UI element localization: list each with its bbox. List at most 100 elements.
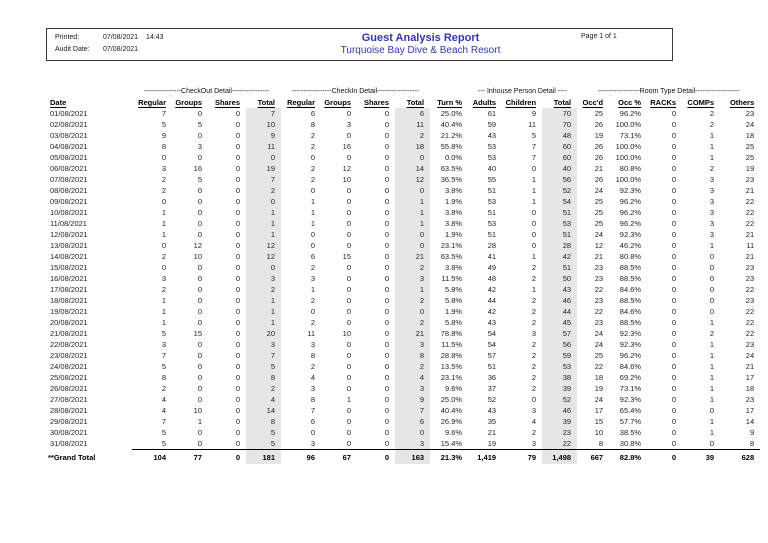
value-cell: 0 — [346, 373, 351, 382]
value-cell: 1 — [310, 208, 315, 217]
value-cell: 0 — [384, 340, 389, 349]
value-cell: 7 — [246, 174, 281, 185]
value-cell: 1 — [531, 186, 537, 195]
value-cell: 1 — [709, 340, 715, 349]
value-cell: 10 — [342, 175, 351, 184]
value-cell: 1 — [709, 362, 715, 371]
table-row: 24/08/2021 5 0 0 5 2 0 0 2 13.5% 51 2 53 22 84.6% 0 1 21 — [48, 361, 760, 372]
value-cell: 88.5% — [619, 274, 642, 283]
value-cell: 21 — [745, 186, 755, 195]
value-cell: 23.1% — [440, 241, 463, 250]
value-cell: 0.0% — [444, 153, 463, 162]
value-cell: 23 — [745, 274, 755, 283]
value-cell: 42 — [542, 251, 578, 262]
value-cell: 0 — [235, 153, 240, 162]
value-cell: 1 — [161, 230, 166, 239]
value-cell: 22 — [745, 208, 755, 217]
value-cell: 0 — [235, 373, 240, 382]
value-cell: 28 — [542, 240, 578, 251]
value-cell: 3 — [346, 120, 351, 129]
value-cell: 15 — [342, 252, 351, 261]
value-cell: 35 — [487, 417, 497, 426]
value-cell: 0 — [384, 197, 389, 206]
table-row: 12/08/2021 1 0 0 1 0 0 0 0 1.9% 51 0 51 24 92.3% 0 3 21 — [48, 229, 760, 240]
column-header-occ-: Occ % — [618, 98, 642, 107]
value-cell: 1 — [531, 197, 537, 206]
value-cell: 1 — [310, 285, 315, 294]
value-cell: 23 — [594, 263, 604, 272]
value-cell: 0 — [709, 296, 715, 305]
value-cell: 1 — [709, 373, 715, 382]
value-cell: 0 — [346, 208, 351, 217]
value-cell: 51 — [487, 362, 497, 371]
value-cell: 2 — [161, 285, 166, 294]
value-cell: 1 — [395, 284, 431, 295]
value-cell: 25.0% — [440, 395, 463, 404]
column-header-comps: COMPs — [687, 98, 715, 107]
value-cell: 0 — [384, 241, 389, 250]
value-cell: 24 — [594, 395, 604, 404]
value-cell: 0 — [671, 307, 677, 316]
value-cell: 53 — [487, 153, 497, 162]
table-row: 15/08/2021 0 0 0 0 2 0 0 2 3.8% 49 2 51 23 88.5% 0 0 23 — [48, 262, 760, 273]
value-cell: 9 — [749, 428, 755, 437]
value-cell: 1 — [161, 318, 166, 327]
value-cell: 1 — [709, 131, 715, 140]
value-cell: 96.2% — [619, 219, 642, 228]
value-cell: 11.5% — [441, 274, 463, 283]
value-cell: 22 — [745, 318, 755, 327]
value-cell: 22 — [745, 197, 755, 206]
value-cell: 11 — [395, 119, 431, 130]
value-cell: 36 — [487, 373, 497, 382]
column-header-total: Total — [257, 98, 275, 107]
value-cell: 57.7% — [619, 417, 642, 426]
date-cell: 29/08/2021 — [50, 417, 88, 426]
column-header-children: Children — [505, 98, 537, 107]
table-row: 18/08/2021 1 0 0 1 2 0 0 2 5.8% 44 2 46 23 88.5% 0 0 23 — [48, 295, 760, 306]
value-cell: 1 — [395, 218, 431, 229]
value-cell: 2 — [531, 274, 537, 283]
value-cell: 25 — [594, 197, 604, 206]
value-cell: 1 — [246, 207, 281, 218]
value-cell: 22 — [594, 307, 604, 316]
value-cell: 73.1% — [619, 131, 642, 140]
date-cell: 24/08/2021 — [50, 362, 88, 371]
printed-time: 14:43 — [146, 34, 164, 41]
value-cell: 3.8% — [444, 263, 463, 272]
table-row: 08/08/2021 2 0 0 2 0 0 0 0 3.8% 51 1 52 24 92.3% 0 3 21 — [48, 185, 760, 196]
value-cell: 0 — [197, 362, 202, 371]
value-cell: 2 — [161, 175, 166, 184]
value-cell: 0 — [197, 351, 202, 360]
value-cell: 1 — [709, 428, 715, 437]
value-cell: 2 — [246, 284, 281, 295]
value-cell: 0 — [671, 208, 677, 217]
column-header-shares: Shares — [363, 98, 389, 107]
value-cell: 0 — [531, 241, 537, 250]
value-cell: 26 — [594, 142, 604, 151]
value-cell: 1 — [709, 241, 715, 250]
value-cell: 20 — [246, 328, 281, 339]
value-cell: 53 — [542, 361, 578, 372]
value-cell: 0 — [310, 186, 315, 195]
value-cell: 88.5% — [619, 318, 642, 327]
value-cell: 0 — [235, 318, 240, 327]
value-cell: 0 — [235, 219, 240, 228]
value-cell: 22 — [745, 285, 755, 294]
value-cell: 59 — [487, 120, 497, 129]
date-cell: 05/08/2021 — [50, 153, 88, 162]
printed-date: 07/08/2021 — [103, 34, 139, 41]
table-row: 01/08/2021 7 0 0 7 6 0 0 6 25.0% 61 9 70 25 96.2% 0 2 23 — [48, 108, 760, 119]
value-cell: 22 — [542, 438, 578, 449]
value-cell: 2 — [531, 373, 537, 382]
value-cell: 0 — [346, 307, 351, 316]
grand-total-value: 82.8% — [609, 448, 648, 464]
value-cell: 0 — [197, 197, 202, 206]
value-cell: 0 — [197, 230, 202, 239]
value-cell: 1 — [246, 317, 281, 328]
value-cell: 3 — [310, 274, 315, 283]
value-cell: 0 — [384, 186, 389, 195]
date-cell: 14/08/2021 — [50, 252, 88, 261]
value-cell: 1 — [709, 417, 715, 426]
value-cell: 0 — [395, 427, 431, 438]
value-cell: 51 — [542, 229, 578, 240]
